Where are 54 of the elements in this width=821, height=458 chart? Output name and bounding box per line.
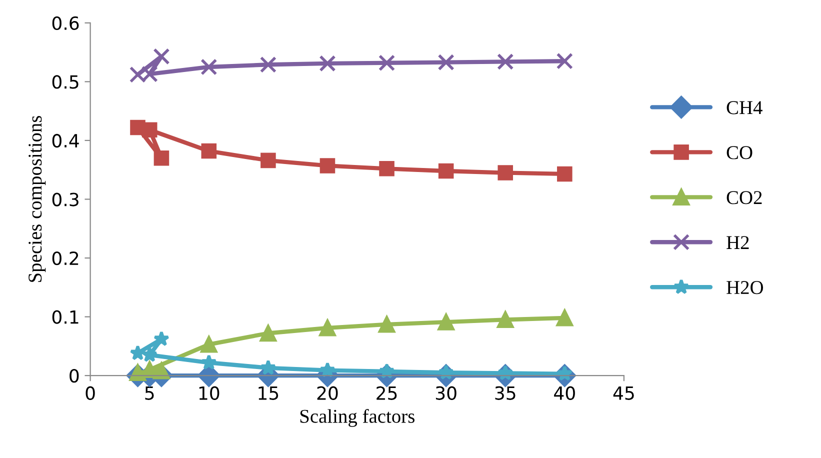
point [260, 360, 276, 375]
point [556, 310, 573, 326]
point [142, 346, 158, 362]
point [557, 166, 572, 182]
point [130, 344, 146, 360]
x-tick-label: 45 [613, 386, 634, 400]
x-tick-label: 35 [495, 386, 516, 400]
y-axis-title: Species compositions [28, 116, 46, 282]
y-tick-label: 0.5 [52, 75, 78, 89]
point [497, 311, 514, 328]
point [260, 324, 277, 342]
point [438, 314, 454, 330]
y-tick-label: 0.3 [52, 192, 78, 206]
y-tick-label: 0.6 [52, 16, 79, 30]
point [319, 55, 336, 72]
x-tick-label: 30 [436, 386, 456, 400]
x-tick-label: 0 [86, 386, 95, 400]
x-tick-label: 15 [258, 386, 278, 400]
point [378, 316, 396, 333]
point [142, 122, 158, 138]
legend-label: H2 [726, 236, 749, 249]
point [320, 158, 336, 174]
point [260, 56, 277, 73]
point [129, 364, 146, 381]
point [498, 165, 514, 180]
point [153, 48, 170, 65]
x-tick-label: 25 [376, 386, 397, 400]
point [438, 54, 454, 71]
x-axis-title: Scaling factors [300, 409, 414, 427]
point [200, 354, 217, 370]
point [201, 143, 217, 159]
y-tick-label: 0.4 [52, 134, 79, 148]
point [200, 336, 218, 353]
point [438, 163, 454, 179]
point [153, 330, 170, 346]
legend-label: CO [726, 146, 752, 160]
point [497, 53, 514, 70]
point [556, 52, 573, 70]
point [200, 58, 218, 76]
point [154, 150, 170, 166]
x-tick-label: 20 [317, 386, 338, 400]
legend-label: H2O [726, 281, 764, 294]
x-tick-label: 10 [199, 386, 220, 400]
point [319, 320, 336, 336]
y-tick-label: 0 [70, 369, 79, 383]
y-tick-label: 0.2 [52, 251, 78, 266]
legend-label: CO2 [726, 191, 762, 204]
point [378, 54, 396, 72]
legend-label: CH4 [726, 101, 762, 114]
point [379, 161, 394, 176]
x-tick-label: 40 [554, 386, 575, 400]
y-tick-label: 0.1 [52, 310, 78, 324]
point [260, 152, 276, 168]
x-tick-label: 5 [145, 386, 154, 400]
